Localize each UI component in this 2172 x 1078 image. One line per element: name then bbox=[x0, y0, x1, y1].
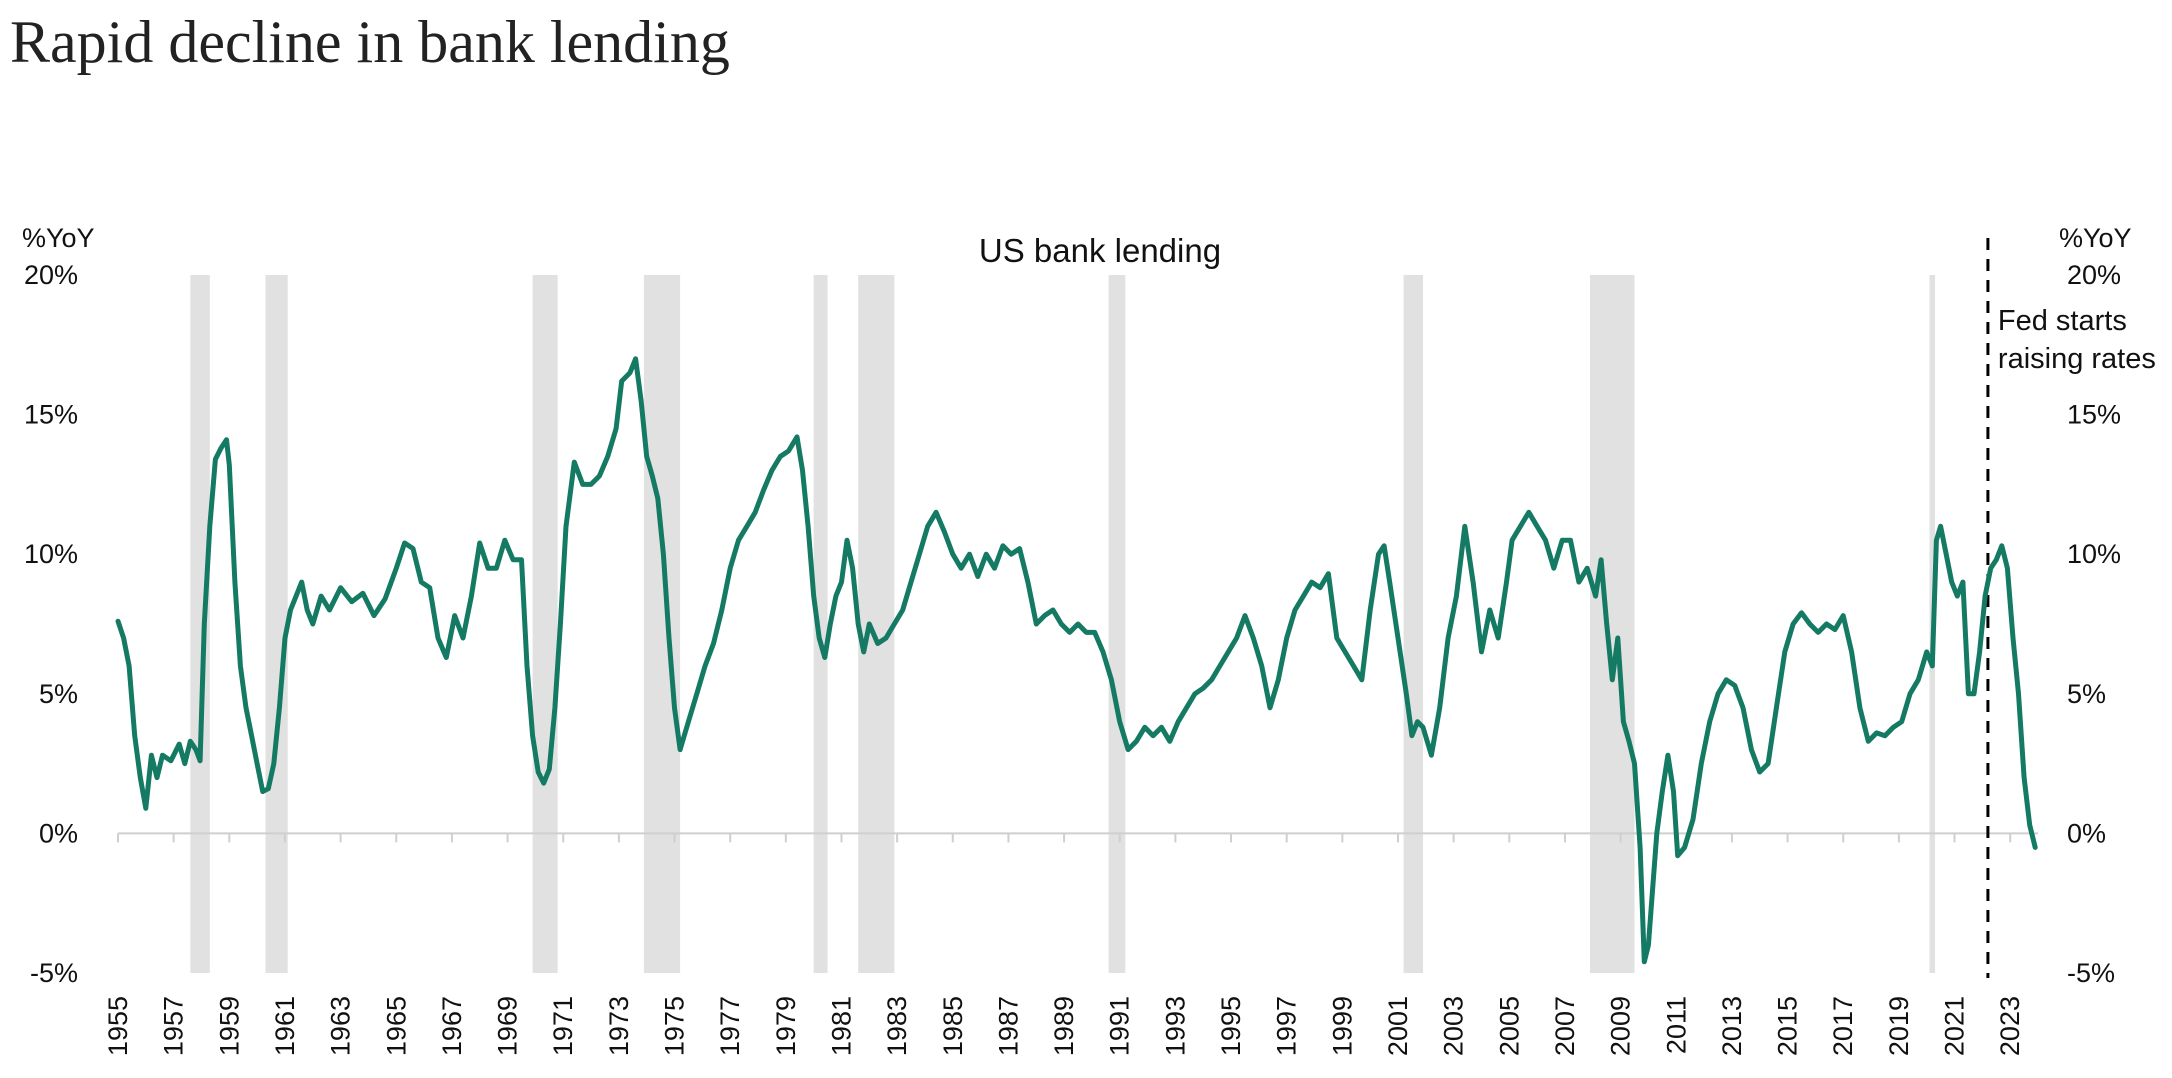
x-tick-label: 1997 bbox=[1272, 996, 1302, 1056]
x-tick-label: 1957 bbox=[159, 996, 189, 1056]
y-axis-unit-right: %YoY bbox=[2059, 223, 2132, 253]
x-tick-label: 1971 bbox=[548, 996, 578, 1056]
y-tick-label-right: 15% bbox=[2067, 400, 2121, 430]
recession-bands bbox=[190, 275, 1936, 973]
series-line-us-bank-lending bbox=[115, 356, 2038, 965]
x-tick-label: 1965 bbox=[381, 996, 411, 1056]
x-tick-label: 1967 bbox=[437, 996, 467, 1056]
chart-title: US bank lending bbox=[979, 232, 1221, 269]
x-tick-label: 1973 bbox=[604, 996, 634, 1056]
recession-band bbox=[1108, 275, 1126, 973]
x-tick-label: 1985 bbox=[938, 996, 968, 1056]
y-tick-label-left: 5% bbox=[39, 679, 78, 709]
y-axis-unit-left: %YoY bbox=[22, 223, 95, 253]
x-tick-label: 1979 bbox=[771, 996, 801, 1056]
y-tick-label-left: -5% bbox=[30, 958, 78, 988]
x-tick-label: 1987 bbox=[993, 996, 1023, 1056]
series bbox=[115, 356, 2038, 965]
recession-band bbox=[532, 275, 558, 973]
x-tick-label: 2003 bbox=[1439, 996, 1469, 1056]
x-tick-label: 2013 bbox=[1717, 996, 1747, 1056]
x-tick-label: 1991 bbox=[1105, 996, 1135, 1056]
y-tick-label-right: 0% bbox=[2067, 818, 2106, 848]
x-tick-label: 1993 bbox=[1160, 996, 1190, 1056]
x-tick-label: 2001 bbox=[1383, 996, 1413, 1056]
x-tick-label: 2009 bbox=[1606, 996, 1636, 1056]
page-title: Rapid decline in bank lending bbox=[10, 9, 730, 75]
y-tick-label-left: 10% bbox=[24, 539, 78, 569]
x-tick-label: 1963 bbox=[326, 996, 356, 1056]
x-tick-label: 1959 bbox=[214, 996, 244, 1056]
x-tick-label: 1969 bbox=[493, 996, 523, 1056]
y-tick-label-left: 20% bbox=[24, 260, 78, 290]
x-tick-label: 1977 bbox=[715, 996, 745, 1056]
y-tick-label-left: 15% bbox=[24, 400, 78, 430]
y-axes: 20% 20% 15% 15% 10% 10% 5% 5% 0% 0% -5% -5% bbox=[24, 260, 2121, 988]
recession-band bbox=[1403, 275, 1424, 973]
x-tick-label: 1995 bbox=[1216, 996, 1246, 1056]
x-tick-label: 1981 bbox=[826, 996, 856, 1056]
x-tick-label: 1999 bbox=[1327, 996, 1357, 1056]
x-tick-label: 2021 bbox=[1940, 996, 1970, 1056]
x-tick-label: 2007 bbox=[1550, 996, 1580, 1056]
y-tick-label-right: 20% bbox=[2067, 260, 2121, 290]
y-tick-label-right: 5% bbox=[2067, 679, 2106, 709]
recession-band bbox=[643, 275, 681, 973]
recession-band bbox=[265, 275, 288, 973]
x-tick-label: 2011 bbox=[1661, 996, 1691, 1054]
recession-band bbox=[1590, 275, 1635, 973]
x-tick-label: 2019 bbox=[1884, 996, 1914, 1056]
recession-band bbox=[813, 275, 828, 973]
x-axis: 1955 1957 1959 1961 1963 1965 1967 1969 1971 1973… bbox=[103, 833, 2025, 1056]
x-tick-label: 2015 bbox=[1773, 996, 1803, 1056]
x-tick-label: 1983 bbox=[882, 996, 912, 1056]
y-tick-label-right: 10% bbox=[2067, 539, 2121, 569]
x-tick-label: 2005 bbox=[1494, 996, 1524, 1056]
y-tick-label-right: -5% bbox=[2067, 958, 2115, 988]
recession-band bbox=[190, 275, 210, 973]
x-tick-label: 1961 bbox=[270, 996, 300, 1056]
x-tick-label: 2023 bbox=[1995, 996, 2025, 1056]
recession-band bbox=[858, 275, 895, 973]
x-tick-label: 1975 bbox=[660, 996, 690, 1056]
x-tick-label: 1955 bbox=[103, 996, 133, 1056]
fed-rate-hike-label: Fed starts raising rates bbox=[1998, 305, 2156, 375]
x-tick-label: 2017 bbox=[1828, 996, 1858, 1056]
y-tick-label-left: 0% bbox=[39, 818, 78, 848]
x-tick-label: 1989 bbox=[1049, 996, 1079, 1056]
